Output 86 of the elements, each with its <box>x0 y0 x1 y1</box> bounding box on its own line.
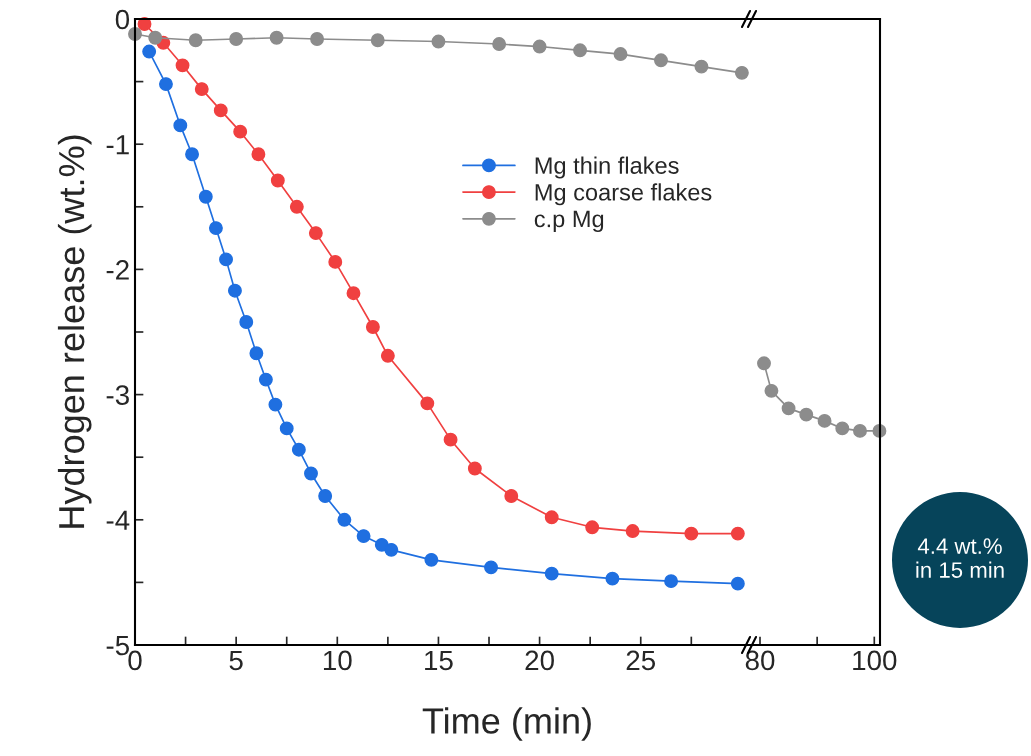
point <box>194 82 209 97</box>
point <box>198 189 213 204</box>
point <box>424 552 439 567</box>
point <box>269 30 284 45</box>
point <box>420 396 435 411</box>
point <box>142 44 157 59</box>
point <box>258 372 273 387</box>
point <box>328 254 343 269</box>
point <box>175 58 190 73</box>
point <box>270 173 285 188</box>
point <box>431 34 446 49</box>
point <box>227 283 242 298</box>
point <box>757 356 771 371</box>
x-tick-label: 80 <box>745 650 775 671</box>
point <box>730 576 745 591</box>
point <box>249 346 264 361</box>
point <box>365 320 380 334</box>
x-tick-label: 100 <box>853 650 897 671</box>
legend-label: c.p Mg <box>534 210 604 233</box>
y-tick-label: -5 <box>106 635 129 656</box>
point <box>279 421 294 436</box>
y-tick-label: 0 <box>115 9 130 30</box>
y-tick-label: -2 <box>106 260 129 280</box>
point <box>318 489 333 503</box>
point <box>654 53 668 68</box>
x-tick-label: 20 <box>525 650 554 671</box>
point <box>229 32 244 46</box>
y-tick-label: -3 <box>106 385 129 405</box>
legend-label: Mg coarse flakes <box>535 183 712 206</box>
point <box>664 574 679 589</box>
x-axis-title: Time (min) <box>422 707 591 741</box>
y-tick-label: -4 <box>106 510 130 530</box>
point <box>213 103 228 118</box>
point <box>504 489 519 503</box>
point <box>835 421 850 436</box>
point <box>467 461 482 476</box>
point <box>734 65 749 80</box>
y-axis-title: Hydrogen release (wt.%) <box>57 135 92 528</box>
x-tick-label: 15 <box>425 650 453 671</box>
point <box>764 383 779 398</box>
point <box>684 526 699 541</box>
point <box>148 30 163 45</box>
point <box>853 423 867 438</box>
point <box>585 520 600 535</box>
point <box>694 59 709 74</box>
text: 4.4 wt.% in 15 min <box>916 538 1004 578</box>
point <box>188 33 203 48</box>
point <box>159 77 173 92</box>
x-tick-label: 5 <box>229 650 243 671</box>
x-tick-label: 25 <box>626 650 656 671</box>
point <box>799 407 814 422</box>
point <box>380 348 395 363</box>
point <box>185 147 199 162</box>
point <box>625 524 640 539</box>
point <box>208 221 223 236</box>
point <box>443 432 458 447</box>
point <box>268 397 283 412</box>
legend-label: Mg thin flakes <box>535 156 679 179</box>
point <box>233 124 248 139</box>
point <box>613 47 628 62</box>
x-tick-label: 10 <box>323 650 352 671</box>
point <box>544 566 559 581</box>
point <box>304 466 318 481</box>
point <box>781 401 796 416</box>
point <box>532 39 547 54</box>
point <box>370 33 385 48</box>
point <box>817 413 832 428</box>
point <box>730 526 745 541</box>
point <box>308 226 323 241</box>
point <box>173 118 188 133</box>
point <box>251 147 266 162</box>
point <box>337 512 352 527</box>
point <box>544 510 559 525</box>
point <box>573 43 587 58</box>
point <box>492 37 507 51</box>
point <box>289 199 304 214</box>
point <box>605 571 620 586</box>
point <box>239 315 254 329</box>
point <box>484 560 498 575</box>
point <box>346 286 361 301</box>
point <box>356 529 371 544</box>
point <box>310 32 325 46</box>
point <box>384 542 399 557</box>
point <box>219 252 233 267</box>
y-tick-label: -1 <box>106 135 129 155</box>
point <box>291 442 306 457</box>
